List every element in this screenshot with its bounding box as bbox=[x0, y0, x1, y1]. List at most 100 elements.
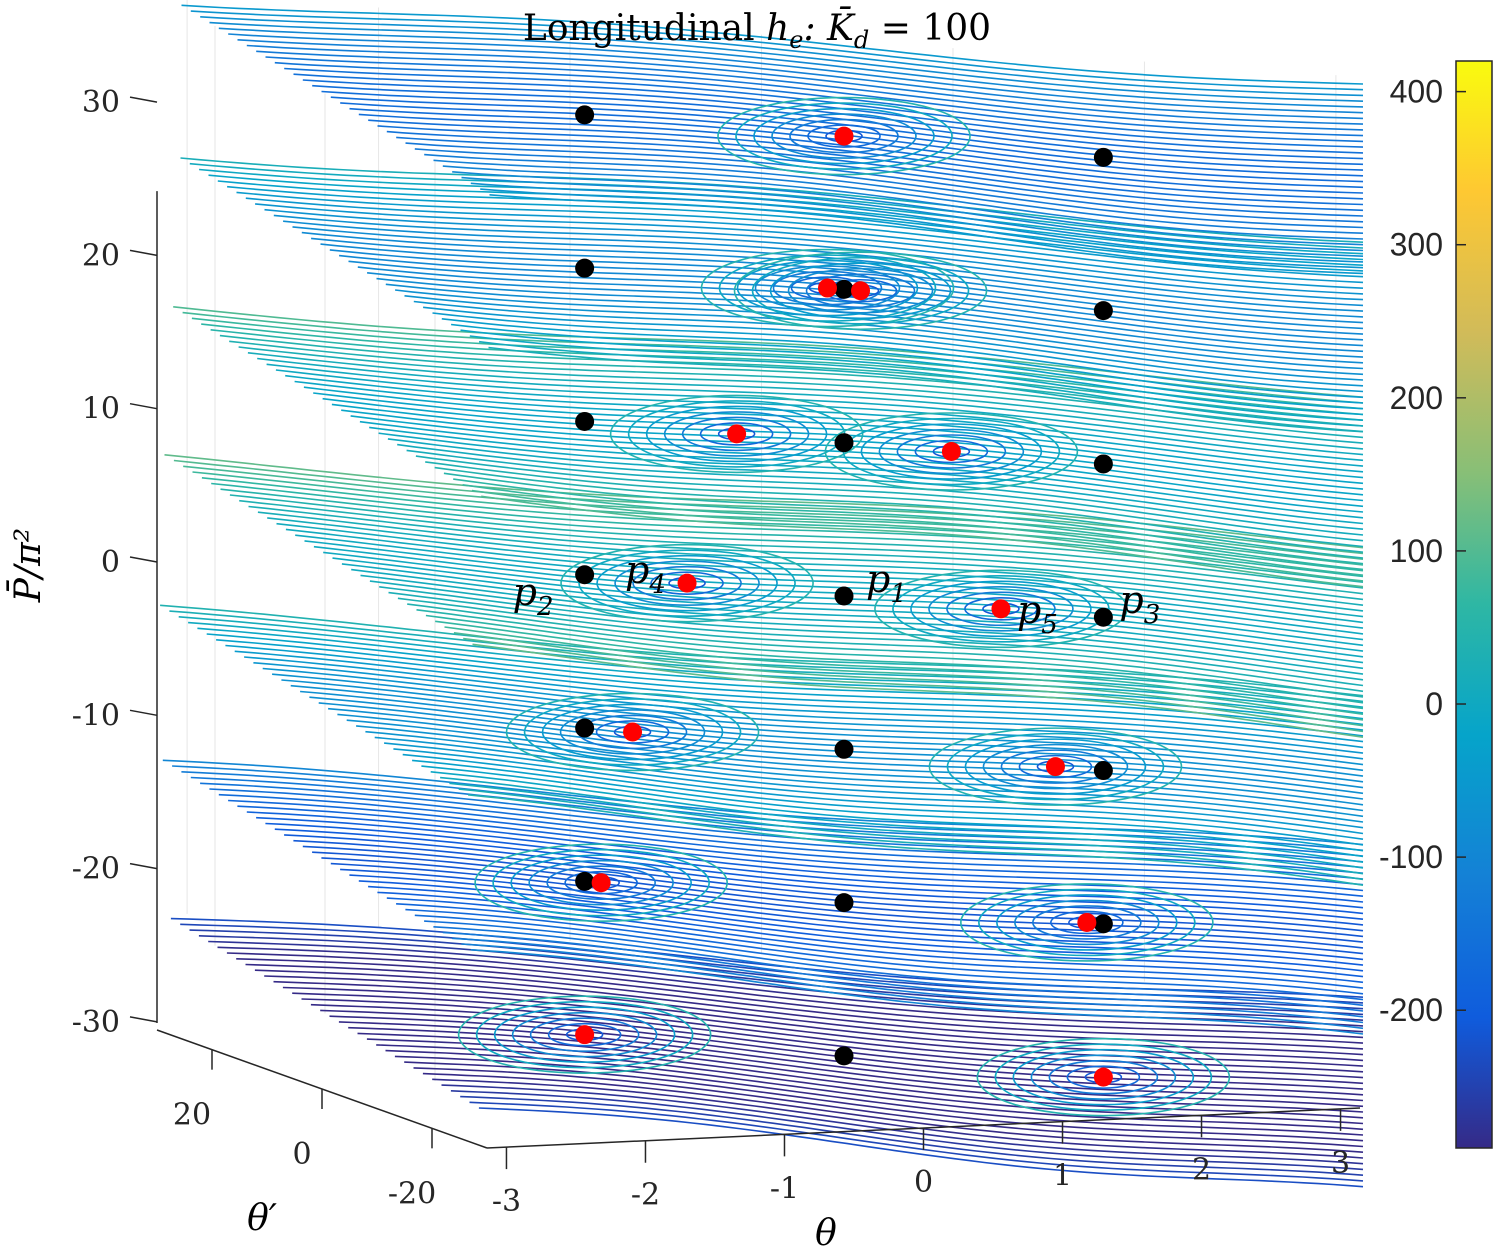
contour-line bbox=[282, 986, 1364, 1067]
contour-plane bbox=[173, 306, 1364, 588]
contour-well bbox=[547, 1022, 622, 1047]
contour-line bbox=[358, 880, 1364, 966]
contour-well bbox=[751, 256, 970, 325]
y-tick-label: 0 bbox=[292, 1137, 311, 1172]
contour-line bbox=[229, 494, 1364, 589]
contour-line bbox=[293, 73, 1364, 154]
contour-line bbox=[430, 771, 1364, 863]
contour-line bbox=[356, 725, 1364, 818]
contour-line bbox=[478, 1107, 1364, 1188]
contour-well bbox=[614, 560, 760, 606]
contour-well bbox=[914, 439, 989, 464]
contour-line bbox=[461, 943, 1364, 1030]
contour-well bbox=[928, 586, 1074, 632]
contour-line bbox=[246, 44, 1364, 125]
minimum-point bbox=[591, 873, 611, 893]
contour-line bbox=[442, 931, 1364, 1018]
contour-well bbox=[493, 1006, 676, 1063]
contour-line bbox=[294, 380, 1364, 473]
z-tick bbox=[129, 249, 158, 257]
z-tick-label: 0 bbox=[101, 545, 120, 580]
contour-line bbox=[284, 67, 1364, 148]
minimum-point bbox=[623, 722, 643, 742]
contour-line bbox=[443, 472, 1364, 565]
contour-line bbox=[453, 632, 1364, 727]
colorbar-gradient bbox=[1455, 60, 1493, 1149]
contour-well bbox=[860, 423, 1043, 480]
contour-line bbox=[160, 604, 1364, 697]
contour-line bbox=[387, 438, 1364, 530]
contour-line bbox=[216, 639, 1364, 731]
z-tick bbox=[129, 862, 158, 870]
contour-line bbox=[234, 650, 1364, 743]
contour-line bbox=[449, 782, 1364, 875]
contour-line bbox=[349, 874, 1364, 961]
z-tick-label: -20 bbox=[72, 852, 120, 887]
contour-line bbox=[228, 799, 1364, 886]
contour-line bbox=[302, 79, 1364, 160]
z-tick bbox=[129, 1016, 158, 1023]
contour-plane bbox=[160, 604, 1364, 886]
contour-line bbox=[432, 312, 1364, 399]
contour-line bbox=[397, 443, 1364, 536]
contour-well bbox=[946, 732, 1165, 801]
contour-line bbox=[414, 148, 1364, 229]
contour-well bbox=[1012, 1048, 1195, 1106]
contour-line bbox=[341, 563, 1364, 658]
minimum-point bbox=[677, 573, 697, 593]
contour-well bbox=[789, 118, 899, 154]
contour-plane bbox=[162, 759, 1364, 1035]
contour-line bbox=[237, 805, 1364, 892]
contour-line bbox=[265, 822, 1364, 909]
contour-well bbox=[717, 96, 971, 176]
contour-line bbox=[452, 937, 1364, 1024]
contour-well bbox=[892, 575, 1110, 643]
contour-line bbox=[404, 295, 1364, 381]
y-tick-label: -20 bbox=[388, 1176, 436, 1211]
contour-line bbox=[301, 998, 1364, 1079]
contour-line bbox=[304, 540, 1364, 635]
contour-line bbox=[413, 1067, 1364, 1148]
contour-line bbox=[424, 153, 1364, 234]
contour-line bbox=[416, 609, 1364, 704]
contour-line bbox=[164, 454, 1364, 549]
colorbar-tick-label: -200 bbox=[1379, 992, 1443, 1028]
contour-line bbox=[425, 614, 1364, 710]
contour-line bbox=[452, 171, 1364, 252]
colorbar: 400 300 200 100 0 -100 -200 bbox=[1379, 60, 1493, 1149]
saddle-point bbox=[1093, 301, 1113, 321]
contour-line bbox=[197, 627, 1364, 720]
contour-well bbox=[733, 251, 988, 331]
contour-well bbox=[645, 405, 828, 463]
point-label: p3 bbox=[1119, 578, 1160, 630]
contour-well bbox=[650, 571, 724, 595]
saddle-point bbox=[1093, 761, 1113, 781]
contour-well bbox=[1050, 910, 1124, 935]
contour-line bbox=[285, 528, 1364, 624]
contour-line bbox=[412, 759, 1364, 852]
contour-line bbox=[218, 793, 1364, 880]
y-axis-label: θ′ bbox=[247, 1198, 277, 1239]
contour-line bbox=[359, 420, 1364, 513]
saddle-point bbox=[834, 279, 854, 299]
contour-line bbox=[225, 644, 1364, 737]
contour-line bbox=[441, 318, 1364, 404]
contour-well bbox=[681, 416, 792, 452]
contour-well bbox=[609, 394, 864, 474]
contour-well bbox=[560, 543, 814, 623]
contour-line bbox=[385, 283, 1364, 370]
contour-line bbox=[369, 580, 1364, 675]
saddle-point bbox=[575, 105, 595, 125]
contour-well bbox=[771, 113, 917, 159]
contour-line bbox=[255, 203, 1364, 289]
equilibrium-points bbox=[575, 105, 1113, 1087]
point-annotations: p1 p2 p3 p4 p5 bbox=[513, 548, 1161, 640]
contour-well bbox=[564, 870, 638, 895]
contour-line bbox=[303, 386, 1364, 479]
contour-well bbox=[753, 107, 935, 165]
contour-line bbox=[332, 557, 1364, 652]
contour-line bbox=[200, 16, 1364, 97]
contour-line bbox=[406, 449, 1364, 542]
contour-well bbox=[1030, 1054, 1177, 1100]
